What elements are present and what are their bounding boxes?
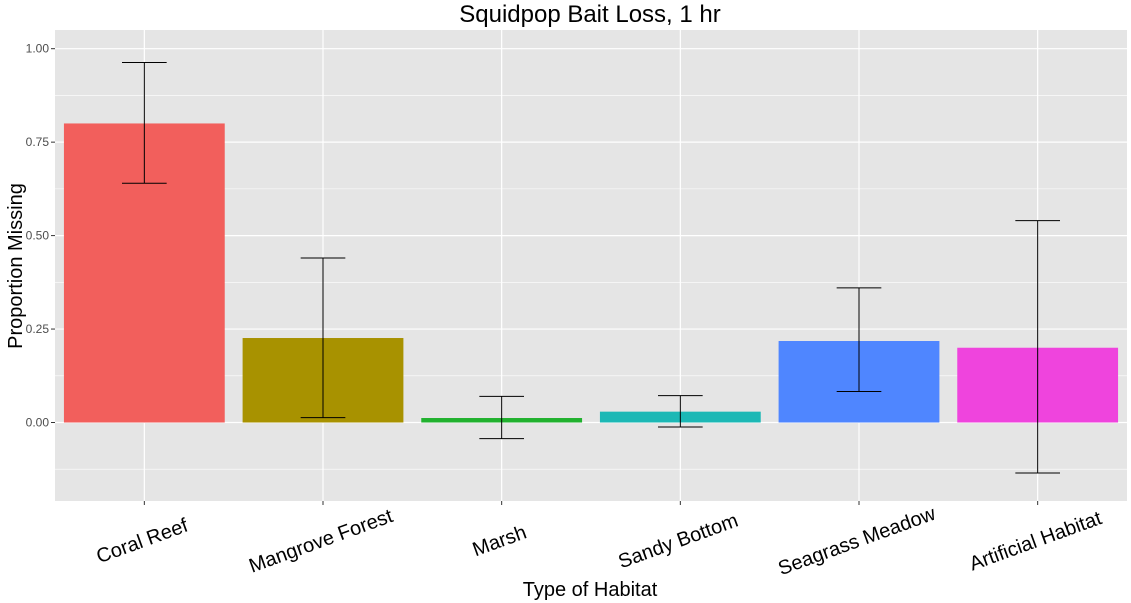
- chart-title: Squidpop Bait Loss, 1 hr: [459, 1, 721, 28]
- y-axis-title: Proportion Missing: [5, 183, 27, 349]
- y-tick-label: 0.75: [26, 135, 50, 149]
- x-tick-label: Artificial Habitat: [967, 507, 1105, 575]
- error-bar-0: [122, 62, 167, 184]
- x-tick-label: Seagrass Meadow: [775, 503, 939, 581]
- y-tick-label: 0.25: [26, 322, 50, 336]
- y-tick-label: 1.00: [26, 42, 50, 56]
- x-tick-label: Sandy Bottom: [615, 510, 741, 574]
- y-tick-label: 0.00: [26, 416, 50, 430]
- error-bar-5: [1015, 220, 1060, 474]
- error-bar-4: [836, 287, 882, 392]
- x-tick-label: Mangrove Forest: [246, 505, 396, 578]
- y-axis: 0.00 0.25 0.50 0.75 1.00: [26, 42, 55, 430]
- x-tick-label: Coral Reef: [94, 515, 192, 569]
- error-bars: [122, 62, 1060, 474]
- error-bar-2: [479, 395, 524, 440]
- x-axis-title: Type of Habitat: [523, 579, 658, 601]
- error-bar-1: [300, 257, 346, 419]
- y-tick-label: 0.50: [26, 229, 50, 243]
- error-bar-3: [658, 395, 703, 428]
- x-axis: Coral Reef Mangrove Forest Marsh Sandy Bott…: [94, 501, 1105, 580]
- x-tick-label: Marsh: [470, 522, 530, 562]
- grid-minor: [55, 95, 1127, 470]
